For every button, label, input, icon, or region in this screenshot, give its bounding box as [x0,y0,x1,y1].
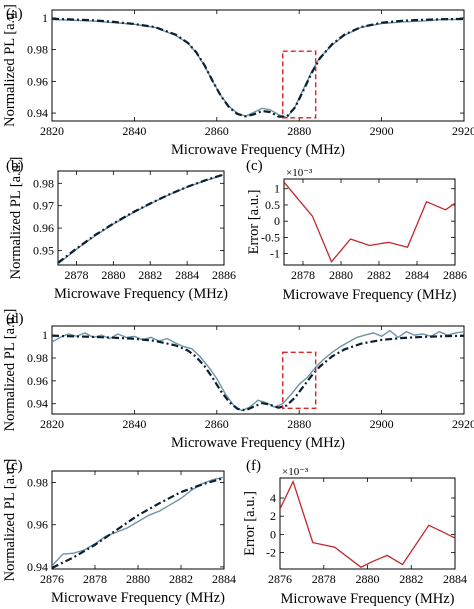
x-tick-label: 2878 [312,572,336,586]
chart-panel-b: 2878 2880 2882 2884 2886 0.95 0.96 0.97 0.98 Micr… [8,157,236,302]
x-tick-label: 2880 [126,572,150,586]
x-tick-label: 2878 [64,268,88,282]
y-tick-label: 0.94 [27,397,48,411]
x-tick-label: 2876 [40,572,64,586]
x-tick-label: 2860 [205,417,229,431]
x-axis-label: Microwave Frequency (MHz) [171,142,345,158]
y-tick-label: 2 [270,509,276,523]
y-tick-label: 1 [274,182,280,196]
x-tick-label: 2886 [443,268,467,282]
y-axis-label: Normalized PL [a.u.] [2,459,18,582]
x-tick-label: 2878 [291,268,315,282]
x-tick-label: 2884 [405,268,429,282]
fit-line [52,17,464,118]
y-axis-label: Normalized PL [a.u.] [2,4,18,127]
measured-line [52,476,224,567]
y-axis-label: Error [a.u.] [242,491,258,556]
x-tick-label: 2882 [399,572,423,586]
plot-area-b [57,170,225,266]
zoom-region-box [282,351,317,409]
y-tick-label: 0.96 [33,221,54,235]
x-axis-label: Microwave Frequency (MHz) [283,287,457,303]
y-tick-label: 0.96 [27,74,48,88]
x-tick-label: 2860 [205,124,229,138]
y-axis-label: Normalized PL [a.u.] [2,309,18,432]
plot-area-d [51,325,465,415]
x-tick-label: 2820 [40,124,64,138]
y-tick-label: 0 [270,527,276,541]
x-tick-label: 2884 [443,572,467,586]
y-tick-label: -0.5 [261,230,280,244]
error-line [284,181,455,264]
panel-label-d: (d) [6,311,24,327]
x-tick-label: 2920 [452,417,474,431]
panel-label-f: (f) [246,458,261,474]
chart-panel-a: 2820 2840 2860 2880 2900 2920 0.94 0.96 0.98 1 Mic… [2,4,474,158]
error-line [280,479,455,568]
chart-panel-d: 2820 2840 2860 2880 2900 2920 0.94 0.96 0.98 1 Mic… [2,309,474,451]
x-axis-label: Microwave Frequency (MHz) [281,591,455,607]
x-tick-label: 2882 [367,268,391,282]
y-axis-label: Normalized PL [a.u.] [8,157,24,280]
x-tick-label: 2880 [101,268,125,282]
fit-line [52,334,464,412]
y-tick-label: 0.98 [27,476,48,490]
x-tick-label: 2840 [122,124,146,138]
x-tick-label: 2880 [287,124,311,138]
chart-panel-f: 2876 2878 2880 2882 2884 -2 0 2 4 Microwave Frequ… [242,466,467,607]
x-tick-label: 2882 [169,572,193,586]
fit-line [58,173,224,264]
zoom-region-box [282,50,317,119]
y-tick-label: 0.95 [33,243,54,257]
x-tick-label: 2840 [122,417,146,431]
panel-label-b: (b) [6,158,24,174]
x-tick-label: 2880 [287,417,311,431]
x-tick-label: 2882 [138,268,162,282]
chart-panel-c: 2878 2880 2882 2884 2886 -1 -0.5 0 0.5 1 Microwave… [246,167,467,303]
x-axis-label: Microwave Frequency (MHz) [54,286,228,302]
x-axis-label: Microwave Frequency (MHz) [171,435,345,451]
y-tick-label: 0.98 [27,43,48,57]
y-tick-label: 0.5 [265,198,280,212]
y-tick-label: 1 [42,11,48,25]
x-tick-label: 2880 [329,268,353,282]
plot-area-a [51,9,465,122]
y-scale-label: ×10⁻³ [286,167,313,179]
y-tick-label: 0.94 [27,106,48,120]
x-tick-label: 2876 [268,572,292,586]
chart-panel-e: 2876 2878 2880 2882 2884 0.94 0.96 0.98 Microwav… [2,459,236,606]
measured-line [52,329,464,412]
panel-label-e: (c) [6,458,23,474]
y-tick-label: 0.96 [27,374,48,388]
panel-label-c: (c) [246,158,263,174]
y-tick-label: 4 [270,491,276,505]
x-axis-label: Microwave Frequency (MHz) [51,590,225,606]
x-tick-label: 2900 [370,124,394,138]
x-tick-label: 2886 [212,268,236,282]
x-tick-label: 2884 [175,268,199,282]
y-tick-label: 0.94 [27,560,48,574]
y-tick-label: 0.96 [27,518,48,532]
plot-area-c [283,178,456,266]
y-tick-label: 0.98 [33,176,54,190]
x-tick-label: 2884 [212,572,236,586]
y-scale-label: ×10⁻³ [282,466,309,478]
fit-line [52,476,224,569]
x-tick-label: 2900 [370,417,394,431]
x-tick-label: 2880 [356,572,380,586]
y-tick-label: -2 [266,546,276,560]
y-tick-label: 0.97 [33,199,54,213]
x-tick-label: 2820 [40,417,64,431]
y-axis-label: Error [a.u.] [246,190,262,255]
x-tick-label: 2920 [452,124,474,138]
y-tick-label: 1 [42,328,48,342]
y-tick-label: 0 [274,214,280,228]
y-tick-label: -1 [270,247,280,261]
x-tick-label: 2878 [83,572,107,586]
y-tick-label: 0.98 [27,351,48,365]
panel-label-a: (a) [6,6,23,22]
